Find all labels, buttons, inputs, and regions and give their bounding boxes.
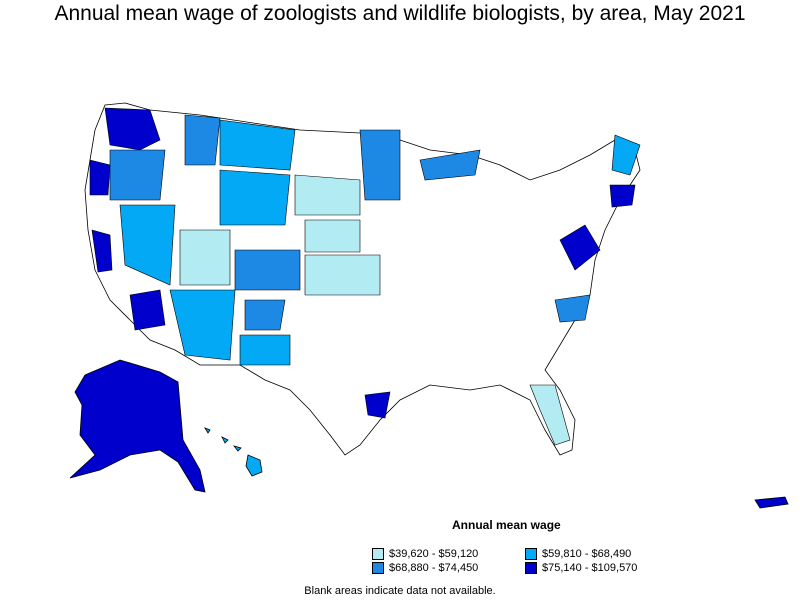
region-michigan <box>419 149 481 181</box>
legend-swatch-4 <box>525 562 537 574</box>
legend-label-3: $68,880 - $74,450 <box>389 562 479 574</box>
alaska-region <box>69 359 206 493</box>
region-wyoming <box>219 169 291 226</box>
region-arizona-phoenix <box>129 289 166 331</box>
region-california-bay <box>91 229 113 273</box>
region-kansas <box>304 254 381 296</box>
region-washington-coast <box>104 107 161 151</box>
region-montana-east <box>219 119 296 171</box>
region-florida <box>529 384 571 446</box>
legend-item-3: $68,880 - $74,450 <box>372 562 478 574</box>
legend-label-4: $75,140 - $109,570 <box>542 562 638 574</box>
region-new-mexico-east <box>239 334 291 366</box>
region-nebraska <box>304 219 361 253</box>
legend-item-2: $59,810 - $68,490 <box>525 548 631 560</box>
region-montana-west <box>184 114 221 166</box>
region-new-england <box>609 184 636 208</box>
region-south-dakota <box>294 174 361 216</box>
region-new-mexico <box>244 299 286 331</box>
legend-swatch-1 <box>372 548 384 560</box>
legend-item-1: $39,620 - $59,120 <box>372 548 478 560</box>
legend-item-4: $75,140 - $109,570 <box>525 562 637 574</box>
region-colorado <box>234 249 301 291</box>
region-nevada <box>119 204 176 286</box>
region-oregon-coast <box>89 159 111 196</box>
region-utah <box>179 229 231 286</box>
hawaii-big-island <box>245 454 263 477</box>
legend-title: Annual mean wage <box>452 518 561 532</box>
puerto-rico <box>754 496 789 509</box>
legend-swatch-3 <box>372 562 384 574</box>
legend-label-1: $39,620 - $59,120 <box>389 548 479 560</box>
region-minnesota <box>359 129 401 201</box>
region-idaho-west <box>109 149 166 201</box>
legend-swatch-2 <box>525 548 537 560</box>
hawaii-islands <box>204 427 242 452</box>
map-title: Annual mean wage of zoologists and wildl… <box>54 2 746 25</box>
legend-label-2: $59,810 - $68,490 <box>542 548 632 560</box>
region-north-carolina <box>554 294 591 323</box>
region-arizona-east <box>169 289 236 361</box>
footnote: Blank areas indicate data not available. <box>304 585 496 597</box>
region-texas-gulf <box>364 391 391 419</box>
region-maine <box>611 134 641 176</box>
region-mid-atlantic <box>559 224 601 271</box>
